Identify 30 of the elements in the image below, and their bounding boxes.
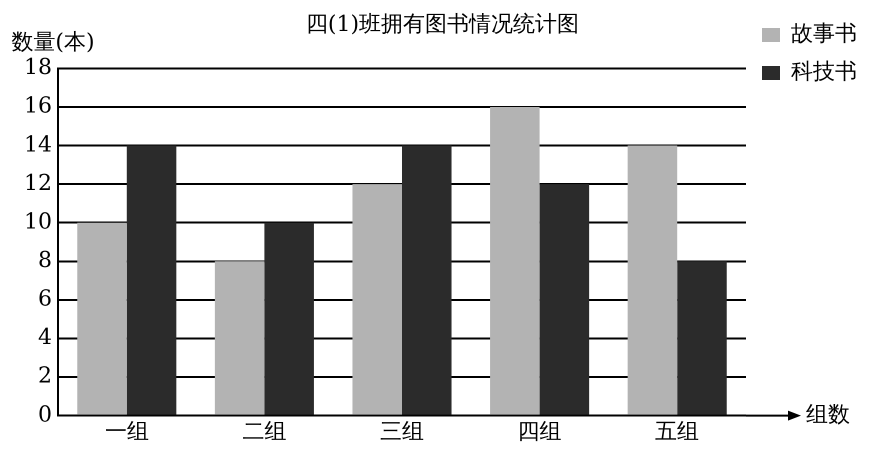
bar (126, 146, 176, 415)
bar (490, 106, 540, 415)
bar (214, 261, 264, 415)
y-tick-label: 0 (38, 402, 52, 428)
y-tick-label: 12 (24, 170, 52, 196)
y-tick-label: 8 (38, 248, 52, 274)
bar (264, 222, 314, 415)
bar (352, 184, 402, 415)
x-tick-label: 四组 (518, 420, 562, 445)
x-tick-label: 五组 (655, 420, 700, 445)
bar (540, 184, 590, 415)
y-axis-title: 数量(本) (11, 30, 95, 56)
legend-label: 故事书 (791, 22, 857, 47)
y-tick-label: 18 (24, 55, 52, 80)
x-tick-label: 一组 (104, 420, 149, 445)
y-tick-label: 4 (38, 325, 52, 350)
x-axis-title: 组数 (806, 402, 850, 428)
bar (77, 222, 127, 415)
bar (402, 146, 452, 415)
y-tick-label: 10 (24, 209, 52, 234)
y-tick-label: 16 (24, 94, 52, 119)
x-tick-label: 二组 (242, 420, 286, 445)
y-tick-label: 14 (24, 132, 52, 158)
legend-label: 科技书 (791, 60, 857, 85)
y-tick-label: 6 (38, 286, 52, 312)
x-tick-label: 三组 (380, 420, 424, 445)
bar (677, 261, 727, 415)
chart-title: 四(1)班拥有图书情况统计图 (306, 12, 580, 37)
bar (628, 146, 678, 415)
y-tick-label: 2 (38, 364, 52, 389)
